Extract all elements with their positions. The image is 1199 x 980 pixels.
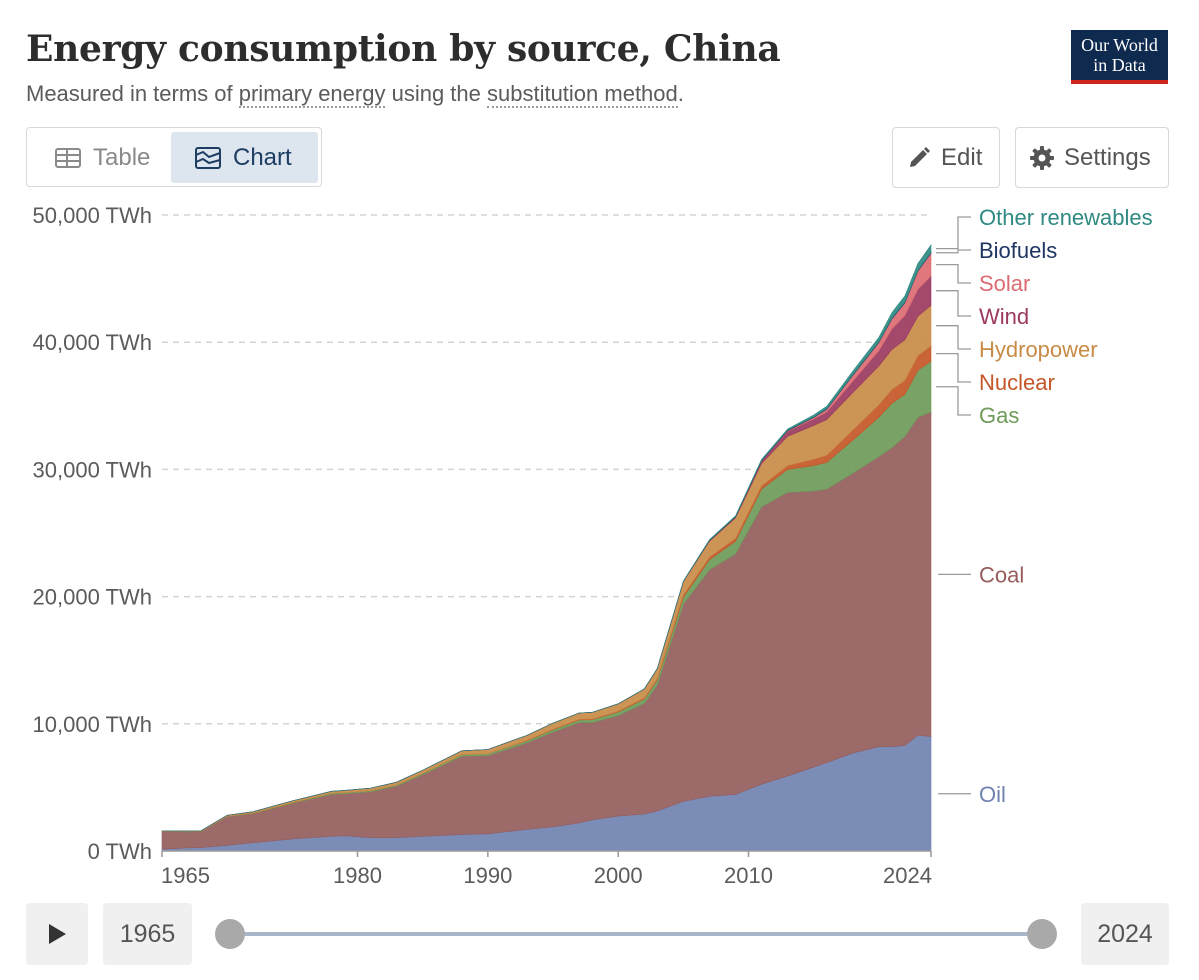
energy-area-chart: 0 TWh 10,000 TWh 20,000 TWh 30,000 TWh 40,00…	[33, 203, 1153, 888]
play-icon	[49, 924, 66, 944]
tab-chart-label: Chart	[233, 143, 292, 171]
start-year-box[interactable]: 1965	[103, 903, 192, 965]
legend-label-solar[interactable]: Solar	[979, 271, 1030, 296]
table-icon	[55, 147, 81, 168]
timeline-end-handle[interactable]	[1027, 919, 1057, 949]
edit-label: Edit	[941, 143, 983, 171]
y-tick-label: 10,000 TWh	[33, 712, 152, 737]
timeline-start-handle[interactable]	[215, 919, 245, 949]
x-tick-label: 1965	[161, 863, 210, 888]
legend-label-biofuels[interactable]: Biofuels	[979, 238, 1057, 263]
legend-connector-other-renewables	[936, 216, 971, 250]
pencil-icon	[910, 146, 930, 167]
settings-label: Settings	[1064, 143, 1151, 171]
logo-line-2: in Data	[1093, 55, 1146, 75]
chart-title: Energy consumption by source, China	[26, 28, 781, 70]
settings-button[interactable]: Settings	[1015, 127, 1169, 188]
gear-icon	[1030, 145, 1054, 170]
legend-connector-solar	[936, 263, 971, 284]
axis-layer: 0 TWh 10,000 TWh 20,000 TWh 30,000 TWh 40,00…	[33, 203, 932, 888]
legend-connector-biofuels	[936, 249, 971, 254]
x-tick-label: 1990	[463, 863, 512, 888]
owid-logo[interactable]: Our World in Data	[1071, 30, 1168, 84]
tab-table[interactable]: Table	[31, 132, 171, 183]
area-other-renewables[interactable]	[161, 243, 932, 832]
x-tick-label: 1980	[333, 863, 382, 888]
legend-label-hydropower[interactable]: Hydropower	[979, 337, 1098, 362]
legend-label-gas[interactable]: Gas	[979, 403, 1019, 428]
x-tick-label: 2010	[724, 863, 773, 888]
legend-label-wind[interactable]: Wind	[979, 304, 1029, 329]
chart-icon	[195, 146, 221, 169]
subtitle-prefix: Measured in terms of	[26, 81, 239, 106]
subtitle-suffix: .	[677, 81, 684, 106]
y-tick-label: 50,000 TWh	[33, 203, 152, 228]
legend-connector-wind	[936, 290, 971, 317]
legend-connector-nuclear	[936, 352, 971, 383]
substitution-method-link[interactable]: substitution method	[486, 81, 678, 108]
legend-label-coal[interactable]: Coal	[979, 562, 1024, 587]
x-tick-label: 2000	[594, 863, 643, 888]
tab-table-label: Table	[93, 143, 151, 171]
end-year-box[interactable]: 2024	[1081, 903, 1169, 965]
primary-energy-link[interactable]: primary energy	[238, 81, 386, 108]
legend-label-nuclear[interactable]: Nuclear	[979, 370, 1055, 395]
legend-layer: Oil Coal Gas Nuclear Hydropower Wind Solar Biof…	[936, 205, 1153, 807]
x-tick-label: 2024	[883, 863, 932, 888]
legend-connector-hydropower	[936, 325, 971, 350]
legend-label-oil[interactable]: Oil	[979, 782, 1006, 807]
y-tick-label: 30,000 TWh	[33, 457, 152, 482]
timeline-controls: 1965 2024	[0, 903, 1199, 965]
logo-line-1: Our World	[1081, 35, 1158, 55]
legend-label-other-renewables[interactable]: Other renewables	[979, 205, 1153, 230]
y-tick-label: 0 TWh	[88, 839, 152, 864]
chart-subtitle: Measured in terms of primary energy usin…	[26, 81, 684, 108]
timeline-track[interactable]	[230, 932, 1042, 936]
legend-connector-gas	[936, 386, 971, 416]
y-tick-label: 20,000 TWh	[33, 585, 152, 610]
tab-chart[interactable]: Chart	[171, 132, 318, 183]
subtitle-middle: using the	[385, 81, 487, 106]
edit-button[interactable]: Edit	[892, 127, 1000, 188]
view-tabs: Table Chart	[26, 127, 322, 187]
play-button[interactable]	[26, 903, 88, 965]
y-tick-label: 40,000 TWh	[33, 330, 152, 355]
area-layer	[161, 243, 932, 852]
